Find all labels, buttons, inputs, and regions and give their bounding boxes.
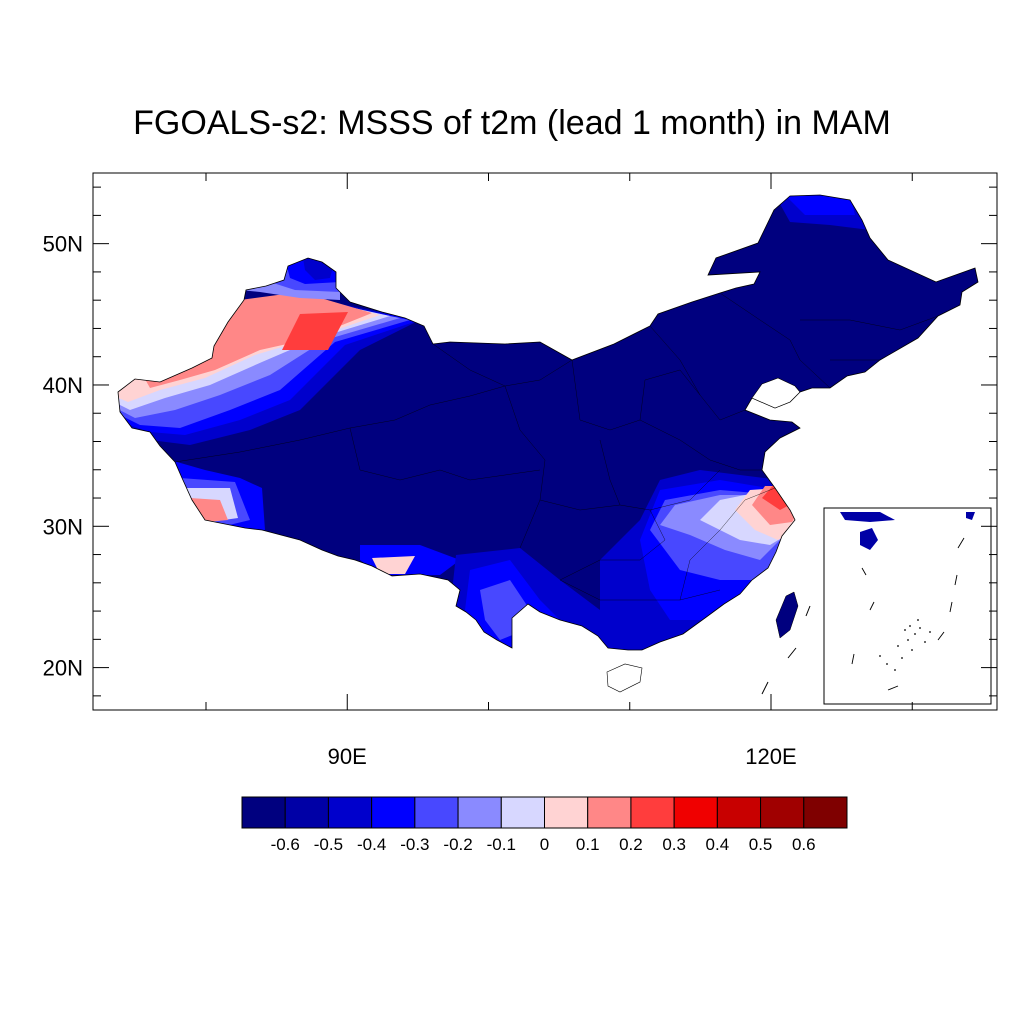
inset-island	[911, 649, 913, 651]
boundary-southeast	[679, 487, 776, 601]
colorbar-swatch	[500, 796, 545, 829]
inset-dash	[937, 631, 945, 641]
boundary-north-plain	[639, 369, 746, 421]
lon-tick-label: 90E	[328, 744, 367, 769]
lat-tick-label: 50N	[43, 232, 83, 257]
boundary-xinjiang-tibet	[174, 385, 506, 463]
boundary-hebei-shanxi	[649, 325, 701, 396]
boundary-heilongjiang-jilin	[800, 315, 939, 331]
colorbar-label: 0.6	[792, 835, 816, 854]
inset-island	[909, 625, 911, 627]
inset-hainan	[860, 528, 878, 550]
inset-coast-mainland	[840, 512, 895, 522]
colorbar-label: 0.1	[576, 835, 600, 854]
inset-island	[919, 627, 921, 629]
colorbar-label: -0.4	[357, 835, 386, 854]
axis-ticks	[93, 173, 997, 710]
colorbar-swatch	[544, 796, 589, 829]
colorbar-labels: -0.6 -0.5 -0.4 -0.3 -0.2 -0.1 0 0.1 0.2 0.3 0.4 0.5…	[271, 835, 816, 854]
lat-tick-label: 20N	[43, 656, 83, 681]
colorbar-swatch	[803, 796, 848, 829]
island-dashes	[761, 605, 811, 695]
colorbar-swatch	[457, 796, 502, 829]
colorbar-label: 0	[540, 835, 549, 854]
bohai-sea	[751, 377, 801, 409]
inset-dash	[954, 574, 958, 586]
inset-island	[904, 629, 906, 631]
island-dash	[805, 605, 811, 617]
inset-dash	[949, 601, 953, 613]
colorbar-label: 0.2	[619, 835, 643, 854]
inset-island	[924, 641, 926, 643]
boundary-guizhou	[559, 579, 721, 601]
inset-island	[897, 645, 899, 647]
colorbar-swatch	[241, 796, 286, 829]
colorbar-label: 0.5	[749, 835, 773, 854]
inset-islands	[879, 619, 931, 671]
boundary-shaanxi	[599, 439, 621, 506]
colorbar-label: 0.4	[706, 835, 730, 854]
inset-island	[894, 669, 896, 671]
inset-island	[929, 631, 931, 633]
taiwan-region	[775, 591, 799, 639]
inset-taiwan	[966, 512, 975, 520]
province-boundaries	[174, 292, 939, 601]
inset-island	[917, 619, 919, 621]
inset-dash	[861, 567, 867, 576]
hainan-outline	[606, 663, 643, 693]
inset-island	[886, 663, 888, 665]
colorbar-swatch	[630, 796, 675, 829]
inset-island	[907, 639, 909, 641]
boundary-north-central	[571, 359, 762, 471]
colorbar-swatch	[760, 796, 805, 829]
boundary-hubei	[649, 469, 721, 511]
colorbar	[241, 796, 848, 829]
colorbar-swatch	[371, 796, 416, 829]
contour-stibet-l8	[372, 556, 415, 574]
inset-dash	[957, 537, 965, 549]
colorbar-swatch	[716, 796, 762, 829]
colorbar-swatch	[327, 796, 373, 829]
inset-dash	[851, 653, 855, 665]
colorbar-swatch	[414, 796, 459, 829]
colorbar-label: -0.5	[314, 835, 343, 854]
inset-map	[823, 507, 992, 705]
colorbar-label: -0.1	[487, 835, 516, 854]
inset-island	[914, 633, 916, 635]
island-dash	[787, 647, 797, 659]
boundary-inner-mongolia	[719, 292, 831, 389]
inset-island	[901, 657, 903, 659]
island-dash	[761, 681, 769, 695]
contour-ne-l4	[785, 195, 855, 215]
boundary-sichuan-west	[504, 385, 546, 549]
inset-dash	[869, 601, 875, 611]
colorbar-swatch	[284, 796, 329, 829]
lat-tick-label: 30N	[43, 514, 83, 539]
colorbar-label: 0.3	[662, 835, 686, 854]
map-title: FGOALS-s2: MSSS of t2m (lead 1 month) in…	[133, 104, 891, 142]
lon-tick-label: 120E	[745, 744, 796, 769]
colorbar-swatch	[673, 796, 718, 829]
boundary-sichuan-east	[539, 499, 666, 581]
inset-dashes	[851, 537, 965, 691]
colorbar-label: -0.2	[443, 835, 472, 854]
colorbar-swatch	[587, 796, 632, 829]
colorbar-label: -0.3	[400, 835, 429, 854]
inset-dash	[887, 685, 899, 691]
lat-tick-label: 40N	[43, 373, 83, 398]
boundary-qinghai	[349, 427, 541, 481]
colorbar-label: -0.6	[271, 835, 300, 854]
axis-tick-labels: 50N 40N 30N 20N 90E 120E	[43, 232, 797, 769]
contour-xinjiang-l10	[282, 312, 348, 350]
inset-frame	[823, 507, 992, 705]
inset-island	[879, 655, 881, 657]
